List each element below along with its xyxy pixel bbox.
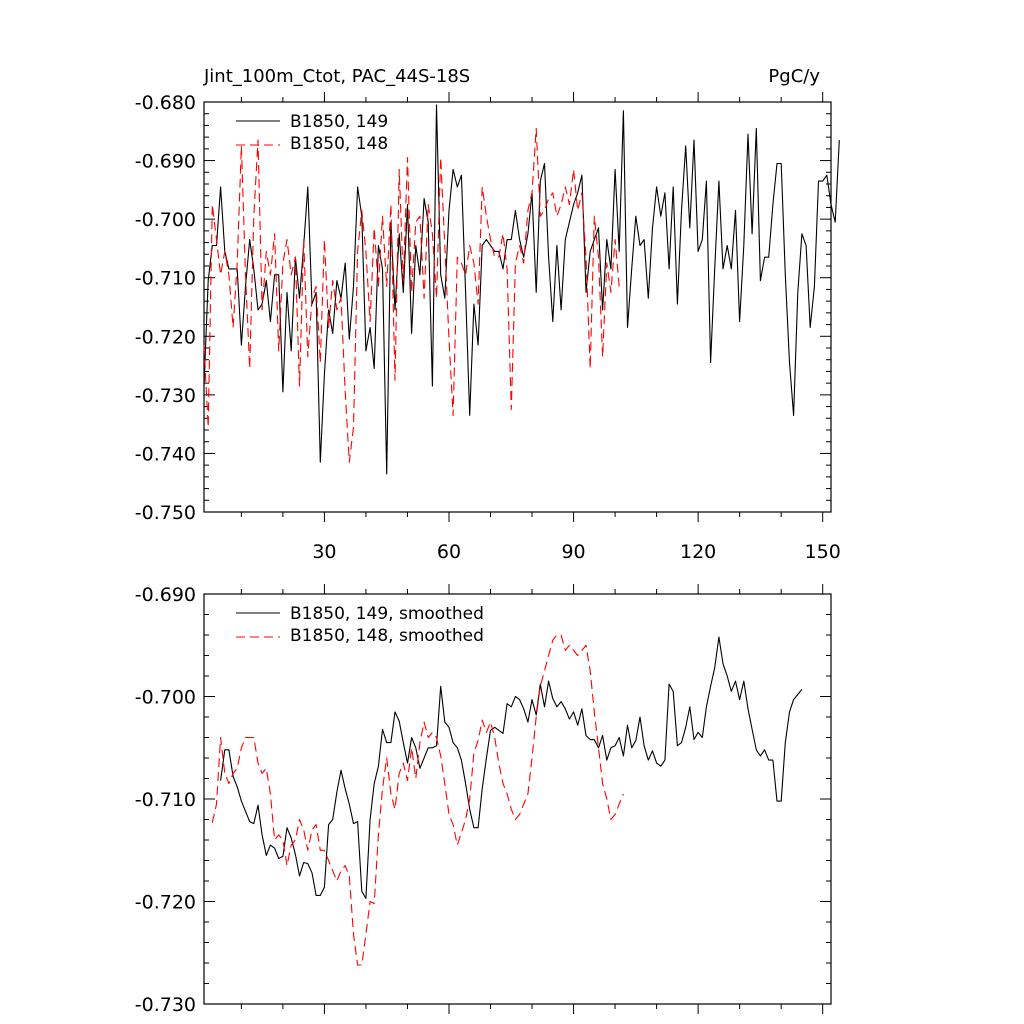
y-tick-label: -0.730 (135, 994, 196, 1016)
plot-frame (203, 101, 832, 513)
plot-series (211, 634, 803, 966)
axis-ticks: -0.730 -0.720 -0.710 -0.700 -0.690 (135, 584, 831, 1016)
legend-entry-label: B1850, 148, smoothed (290, 626, 484, 646)
y-tick-label: -0.720 (135, 892, 196, 914)
x-tick-label: 120 (680, 541, 716, 563)
legend-entry-label: B1850, 149, smoothed (290, 604, 484, 624)
plot-series (203, 104, 840, 475)
bottom-panel: -0.730 -0.720 -0.710 -0.700 -0.690 B1850, 14… (135, 584, 832, 1016)
x-tick-label: 30 (312, 541, 336, 563)
y-tick-label: -0.730 (135, 385, 196, 407)
y-tick-label: -0.710 (135, 268, 196, 290)
y-tick-label: -0.750 (135, 502, 196, 524)
plot-frame (203, 593, 832, 1005)
y-tick-label: -0.680 (135, 92, 196, 114)
chart-title: Jint_100m_Ctot, PAC_44S-18S (203, 66, 470, 87)
x-tick-label: 60 (437, 541, 461, 563)
y-tick-label: -0.740 (135, 443, 196, 465)
axis-ticks: -0.750 -0.740 -0.730 -0.720 -0.710 -0.700 -0.6… (135, 92, 841, 563)
y-tick-label: -0.690 (135, 584, 196, 606)
y-tick-label: -0.700 (135, 209, 196, 231)
legend-entry-label: B1850, 149 (290, 112, 388, 132)
series-line-solid (203, 104, 840, 475)
y-tick-label: -0.720 (135, 326, 196, 348)
series-line-dashed (203, 127, 620, 463)
y-tick-label: -0.710 (135, 789, 196, 811)
x-tick-label: 90 (561, 541, 585, 563)
legend: B1850, 149, smoothed B1850, 148, smoothe… (236, 604, 484, 646)
y-tick-label: -0.700 (135, 687, 196, 709)
top-panel: Jint_100m_Ctot, PAC_44S-18S PgC/y -0.750… (135, 66, 841, 563)
units-label: PgC/y (768, 66, 820, 87)
series-line-solid (220, 636, 803, 899)
x-tick-label: 150 (805, 541, 841, 563)
y-tick-label: -0.690 (135, 151, 196, 173)
series-line-dashed (211, 634, 624, 966)
legend: B1850, 149 B1850, 148 (236, 112, 388, 154)
legend-entry-label: B1850, 148 (290, 134, 388, 154)
